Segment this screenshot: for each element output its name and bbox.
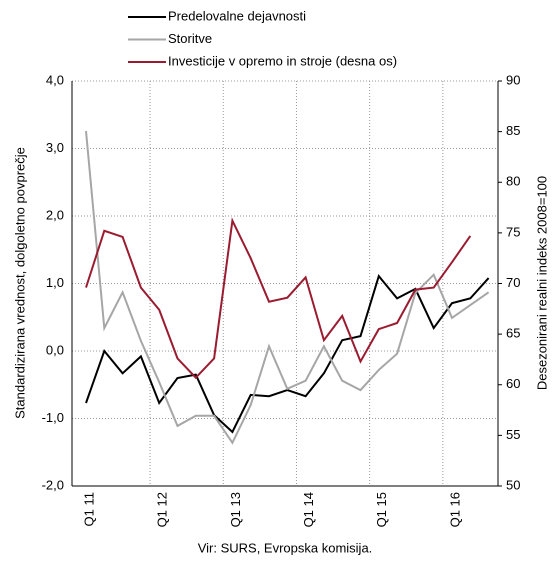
series-line	[85, 130, 490, 445]
y2-tick-label: 50	[506, 477, 520, 492]
legend-label: Predelovalne dejavnosti	[168, 8, 306, 23]
y-tick-label: 4,0	[46, 72, 64, 87]
legend-label: Storitve	[168, 31, 212, 46]
y-tick-label: 2,0	[46, 207, 64, 222]
y2-tick-label: 70	[506, 275, 520, 290]
x-tick-label: Q1 11	[81, 492, 96, 526]
y-tick-label: -1,0	[42, 410, 64, 425]
y-tick-label: 3,0	[46, 140, 64, 155]
x-tick-label: Q1 12	[155, 492, 170, 527]
y-axis-label: Standardizirana vrednost, dolgoletno pov…	[12, 147, 27, 419]
y2-tick-label: 85	[506, 123, 520, 138]
y2-tick-label: 75	[506, 224, 520, 239]
series-line	[85, 217, 472, 380]
y2-tick-label: 65	[506, 326, 520, 341]
x-tick-label: Q1 14	[301, 492, 316, 527]
x-tick-label: Q1 13	[228, 492, 243, 527]
y-tick-label: 0,0	[46, 342, 64, 357]
y-tick-label: 1,0	[46, 275, 64, 290]
y-tick-label: -2,0	[42, 477, 64, 492]
series-line	[85, 274, 490, 434]
y2-axis-label: Desezonirani realni indeks 2008=100	[534, 176, 549, 390]
x-tick-label: Q1 15	[374, 492, 389, 527]
y2-tick-label: 55	[506, 427, 520, 442]
source-note: Vir: SURS, Evropska komisija.	[198, 540, 373, 555]
x-tick-label: Q1 16	[447, 492, 462, 527]
y2-tick-label: 60	[506, 376, 520, 391]
legend-label: Investicije v opremo in stroje (desna os…	[168, 53, 397, 68]
y2-tick-label: 80	[506, 174, 520, 189]
y2-tick-label: 90	[506, 72, 520, 87]
